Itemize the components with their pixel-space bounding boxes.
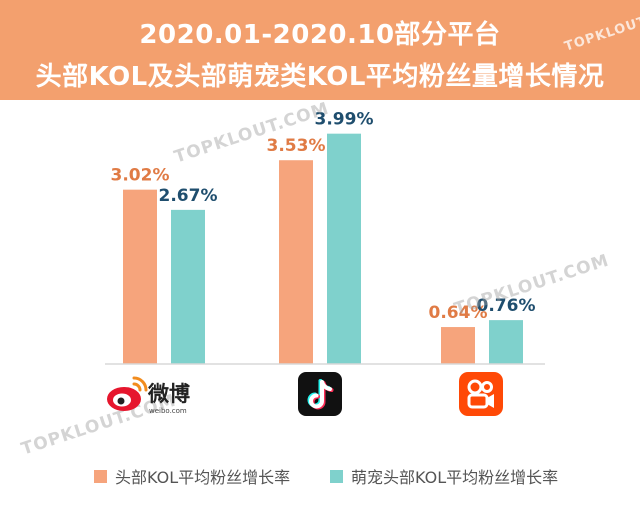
legend-swatch-series-2 xyxy=(330,469,343,483)
bar-value-label: 2.67% xyxy=(159,186,218,206)
bar-series-1 xyxy=(441,327,475,364)
bar-value-label: 3.99% xyxy=(315,110,374,130)
douyin-logo xyxy=(298,372,342,416)
legend-swatch-series-1 xyxy=(94,469,107,483)
legend-label: 头部KOL平均粉丝增长率 xyxy=(115,468,291,487)
chart-legend: 头部KOL平均粉丝增长率 萌宠头部KOL平均粉丝增长率 xyxy=(0,460,640,490)
bar-series-1 xyxy=(123,189,157,364)
weibo-logo-text: 微博 xyxy=(147,382,190,406)
weibo-logo-subtext: weibo.com xyxy=(149,407,187,415)
weibo-icon: 微博 weibo.com xyxy=(107,376,190,415)
bar-value-label: 3.53% xyxy=(267,136,326,156)
bar-value-label: 3.02% xyxy=(111,166,170,186)
weibo-logo: 微博 weibo.com xyxy=(104,372,214,416)
bar-chart: 3.02% 3.53% 0.64% 2.67% 3.99% 0.76% xyxy=(105,110,545,365)
legend-item: 头部KOL平均粉丝增长率 xyxy=(94,464,290,488)
bar-series-1 xyxy=(279,160,313,364)
legend-item: 萌宠头部KOL平均粉丝增长率 xyxy=(330,464,558,488)
chart-title-line1: 2020.01-2020.10部分平台 xyxy=(139,20,501,50)
header-banner: 2020.01-2020.10部分平台 头部KOL及头部萌宠类KOL平均粉丝量增… xyxy=(0,0,640,100)
kuaishou-icon xyxy=(459,372,503,416)
kuaishou-logo xyxy=(459,372,503,416)
bar-series-2 xyxy=(489,320,523,364)
bar-series-2 xyxy=(327,133,361,364)
chart-title-line2: 头部KOL及头部萌宠类KOL平均粉丝量增长情况 xyxy=(35,62,605,92)
douyin-icon xyxy=(298,372,342,416)
bar-series-2 xyxy=(171,209,205,364)
bars-layer: 3.02% 3.53% 0.64% 2.67% 3.99% 0.76% xyxy=(111,110,536,364)
bar-value-label: 0.76% xyxy=(477,296,536,316)
legend-label: 萌宠头部KOL平均粉丝增长率 xyxy=(351,468,559,487)
bar-value-label: 0.64% xyxy=(429,303,488,323)
